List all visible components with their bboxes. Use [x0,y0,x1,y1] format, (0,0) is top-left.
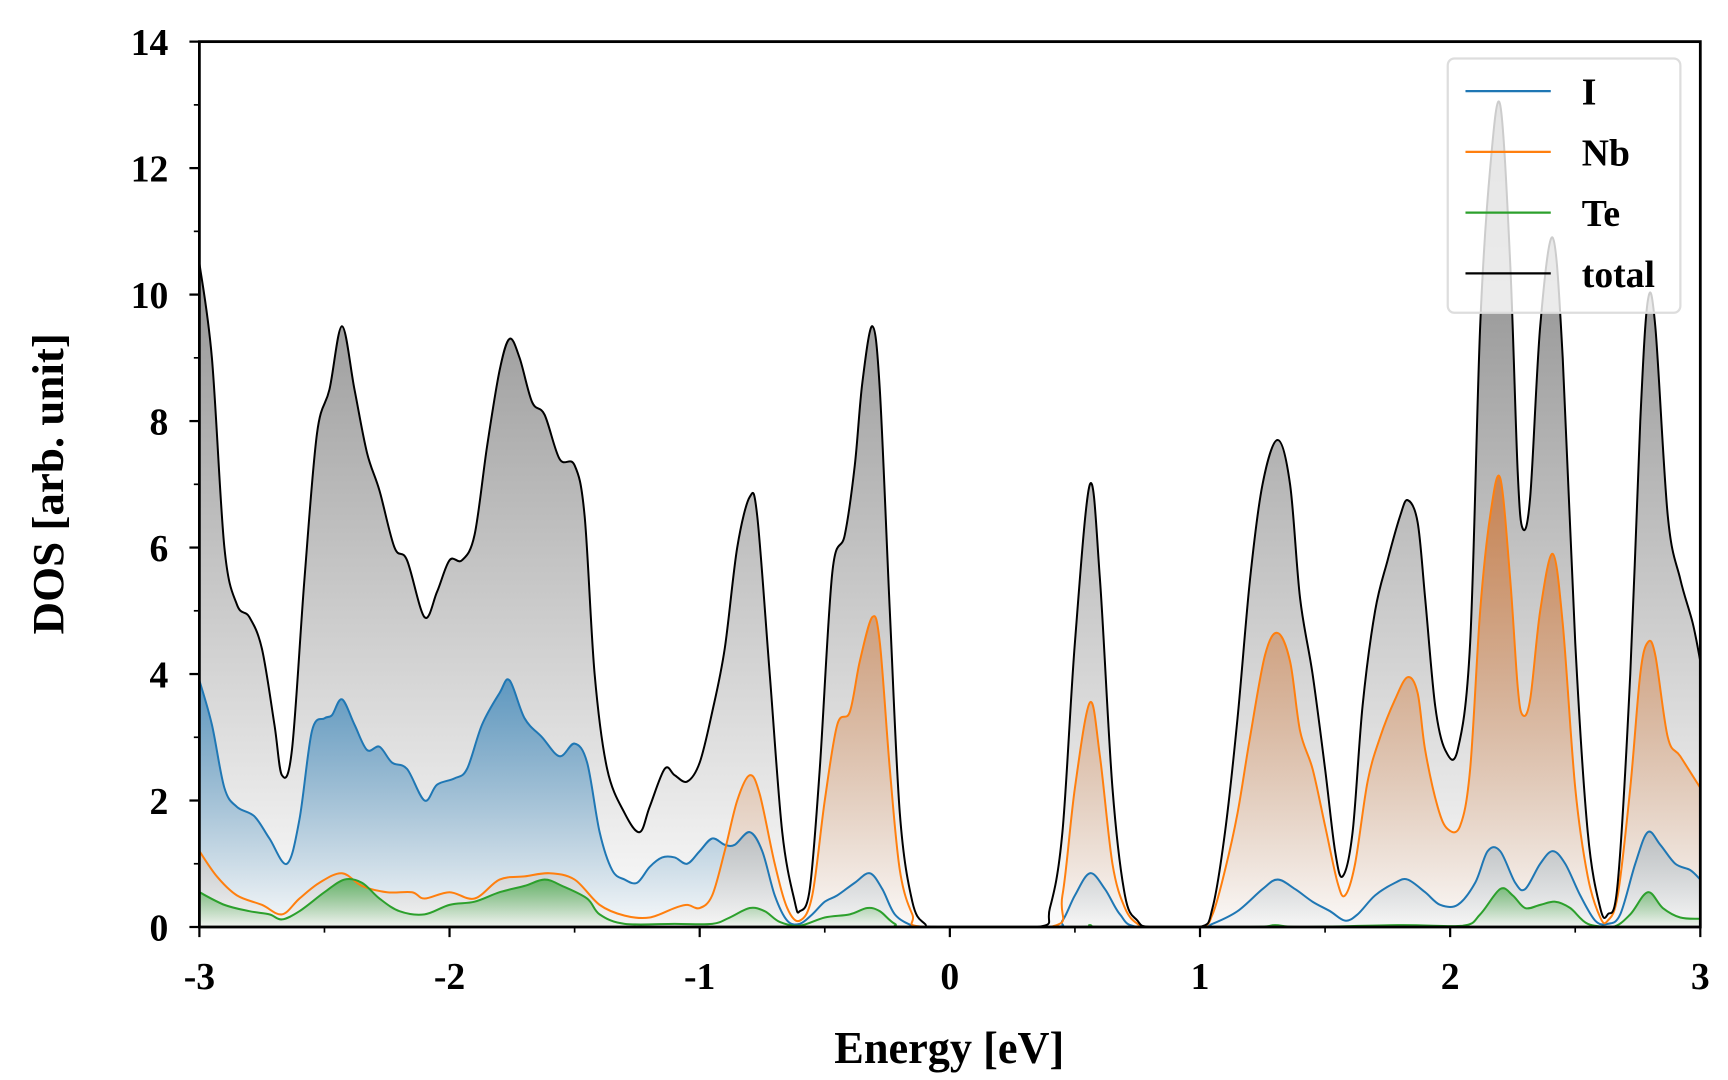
x-axis-label: Energy [eV] [834,1023,1064,1073]
x-tick-label: -1 [684,956,715,998]
y-tick-label: 14 [131,22,169,64]
legend-label-nb: Nb [1582,132,1630,174]
y-tick-label: 10 [131,275,169,317]
legend-label-total: total [1582,254,1655,296]
y-tick-label: 6 [150,528,169,570]
legend-label-i: I [1582,71,1597,113]
y-tick-label: 2 [150,781,169,823]
x-tick-label: 0 [940,956,959,998]
x-tick-label: -2 [434,956,465,998]
fill-i [199,679,1701,927]
area-fills [199,101,1701,927]
line-te [198,877,1701,929]
x-tick-label: 3 [1691,956,1710,998]
y-axis-label: DOS [arb. unit] [23,333,73,634]
legend-box [1446,57,1682,314]
x-tick-label: 2 [1441,956,1460,998]
fill-te [199,878,1701,927]
y-tick-label: 8 [150,401,169,443]
fill-total [199,101,1701,927]
legend-label-te: Te [1582,193,1620,235]
y-tick-label: 12 [131,148,169,190]
y-tick-label: 0 [150,907,169,949]
legend: I Nb Te total [1446,57,1682,314]
x-tick-label: -3 [184,956,215,998]
line-nb [198,474,1702,929]
y-tick-label: 4 [150,654,169,696]
x-tick-label: 1 [1191,956,1210,998]
line-i [198,678,1702,929]
